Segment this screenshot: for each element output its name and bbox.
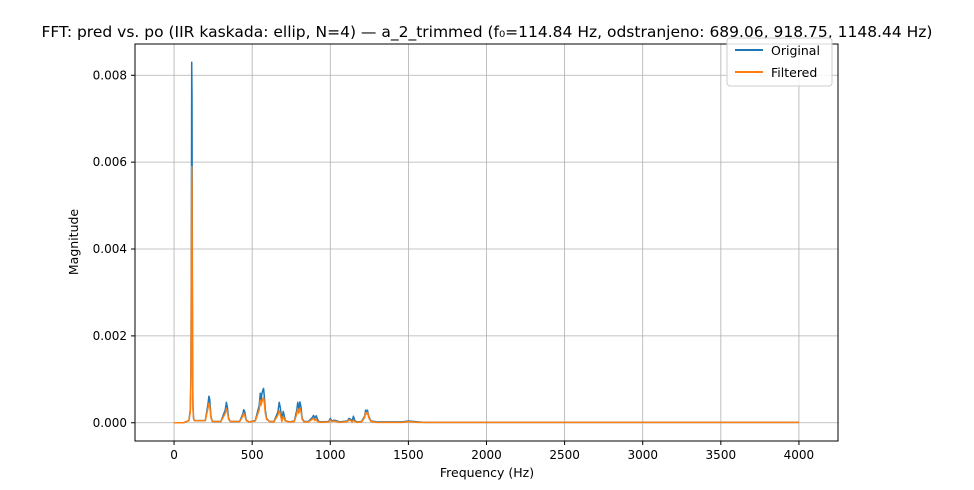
y-tick-label: 0.008 (93, 68, 127, 82)
legend-label-filtered: Filtered (771, 65, 817, 80)
y-tick-label: 0.002 (93, 329, 127, 343)
y-tick-label: 0.006 (93, 155, 127, 169)
y-axis-ticks: 0.000 0.002 0.004 0.006 0.008 (93, 68, 135, 430)
y-axis-label: Magnitude (66, 209, 81, 276)
x-tick-label: 2000 (471, 448, 502, 462)
x-tick-label: 3000 (627, 448, 658, 462)
series-line-filtered (174, 165, 799, 424)
legend-label-original: Original (771, 43, 820, 58)
legend: Original Filtered (726, 37, 833, 87)
x-axis-ticks: 0 500 1000 1500 2000 2500 3000 3500 4000 (170, 441, 814, 462)
x-axis-label: Frequency (Hz) (440, 465, 534, 480)
x-tick-label: 500 (241, 448, 264, 462)
x-tick-label: 4000 (784, 448, 815, 462)
x-tick-label: 1000 (315, 448, 346, 462)
x-tick-label: 3500 (706, 448, 737, 462)
x-tick-label: 2500 (549, 448, 580, 462)
x-tick-label: 0 (170, 448, 178, 462)
y-tick-label: 0.004 (93, 242, 127, 256)
chart-title: FFT: pred vs. po (IIR kaskada: ellip, N=… (42, 23, 933, 42)
series-lines (174, 61, 799, 424)
x-tick-label: 1500 (393, 448, 424, 462)
y-tick-label: 0.000 (93, 416, 127, 430)
grid-lines (135, 44, 838, 441)
